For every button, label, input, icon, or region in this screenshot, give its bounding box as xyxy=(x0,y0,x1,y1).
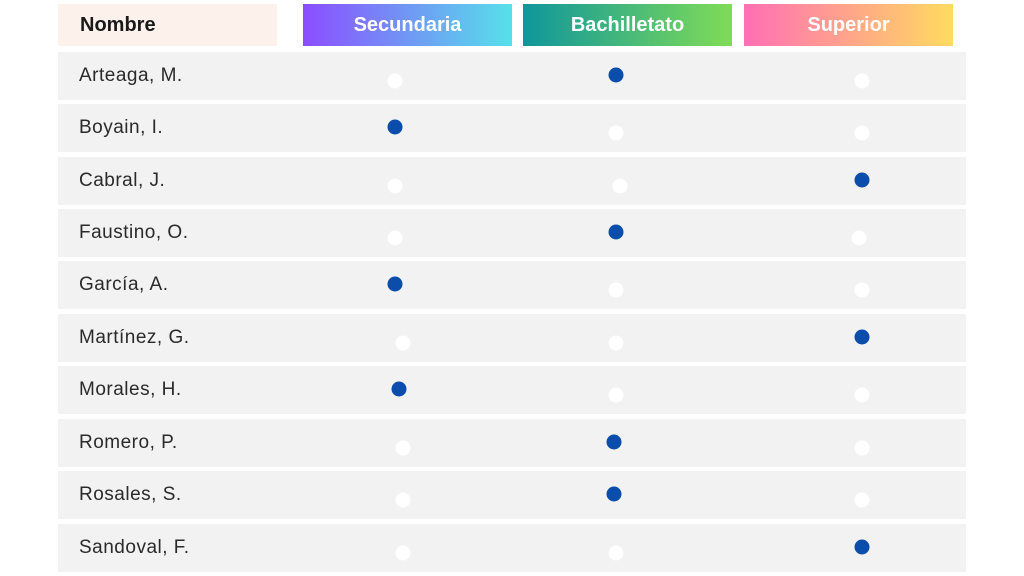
table-row: Martínez, G. xyxy=(58,314,966,362)
table-row: Rosales, S. xyxy=(58,471,966,519)
row-name: Arteaga, M. xyxy=(79,65,183,86)
level-dot-secundaria[interactable] xyxy=(387,230,403,246)
level-dot-superior[interactable] xyxy=(851,230,867,246)
column-header-superior: Superior xyxy=(744,4,953,46)
level-dot-secundaria[interactable] xyxy=(395,545,411,561)
level-dot-bachilletato-selected[interactable] xyxy=(606,486,622,502)
row-name: Sandoval, F. xyxy=(79,537,190,558)
level-dot-superior[interactable] xyxy=(854,387,870,403)
row-name: Boyain, I. xyxy=(79,117,164,138)
level-dot-secundaria-selected[interactable] xyxy=(387,276,403,292)
level-dot-secundaria-selected[interactable] xyxy=(387,119,403,135)
row-name: Romero, P. xyxy=(79,432,178,453)
row-name: Cabral, J. xyxy=(79,170,166,191)
level-dot-superior-selected[interactable] xyxy=(854,539,870,555)
level-dot-superior[interactable] xyxy=(854,282,870,298)
level-dot-bachilletato-selected[interactable] xyxy=(608,67,624,83)
row-name: García, A. xyxy=(79,274,169,295)
column-header-bachilletato: Bachilletato xyxy=(523,4,732,46)
level-dot-bachilletato[interactable] xyxy=(612,178,628,194)
table-row: Cabral, J. xyxy=(58,157,966,205)
level-dot-bachilletato[interactable] xyxy=(608,125,624,141)
table-row: Arteaga, M. xyxy=(58,52,966,100)
level-dot-secundaria[interactable] xyxy=(395,492,411,508)
level-dot-secundaria[interactable] xyxy=(395,440,411,456)
level-dot-superior[interactable] xyxy=(854,440,870,456)
level-dot-bachilletato[interactable] xyxy=(608,282,624,298)
level-dot-secundaria[interactable] xyxy=(395,335,411,351)
level-dot-superior[interactable] xyxy=(854,125,870,141)
level-dot-bachilletato[interactable] xyxy=(608,545,624,561)
level-dot-superior-selected[interactable] xyxy=(854,329,870,345)
table-row: Boyain, I. xyxy=(58,104,966,152)
level-dot-secundaria[interactable] xyxy=(387,178,403,194)
table-row: García, A. xyxy=(58,261,966,309)
row-name: Martínez, G. xyxy=(79,327,190,348)
column-header-secundaria: Secundaria xyxy=(303,4,512,46)
level-dot-superior-selected[interactable] xyxy=(854,172,870,188)
level-dot-bachilletato-selected[interactable] xyxy=(608,224,624,240)
table-row: Faustino, O. xyxy=(58,209,966,257)
column-header-nombre: Nombre xyxy=(58,4,277,46)
table-row: Romero, P. xyxy=(58,419,966,467)
table-row: Sandoval, F. xyxy=(58,524,966,572)
row-name: Rosales, S. xyxy=(79,484,182,505)
row-name: Faustino, O. xyxy=(79,222,189,243)
level-dot-bachilletato[interactable] xyxy=(608,335,624,351)
level-dot-superior[interactable] xyxy=(854,492,870,508)
level-dot-secundaria-selected[interactable] xyxy=(391,381,407,397)
table-row: Morales, H. xyxy=(58,366,966,414)
row-name: Morales, H. xyxy=(79,379,182,400)
level-dot-bachilletato[interactable] xyxy=(608,387,624,403)
level-dot-secundaria[interactable] xyxy=(387,73,403,89)
level-dot-bachilletato-selected[interactable] xyxy=(606,434,622,450)
level-dot-superior[interactable] xyxy=(854,73,870,89)
